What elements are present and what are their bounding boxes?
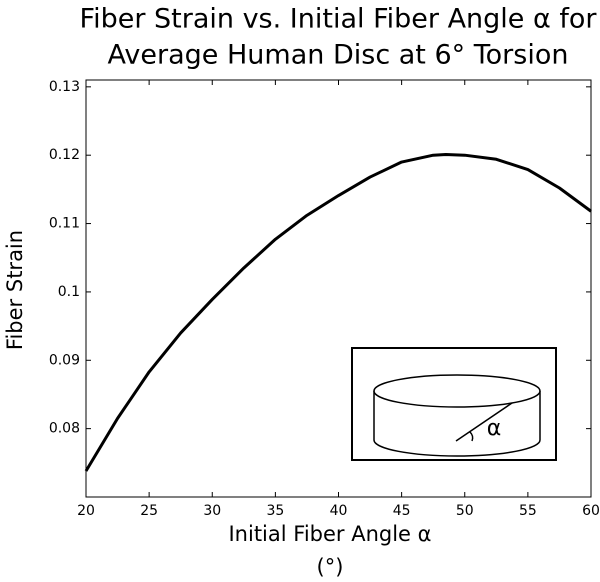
- x-tick-label: 45: [393, 503, 411, 519]
- x-axis-label: (°): [317, 555, 344, 579]
- x-axis-label: Initial Fiber Angle α: [228, 522, 431, 546]
- chart-title: Fiber Strain vs. Initial Fiber Angle α f…: [80, 4, 598, 35]
- y-tick-label: 0.13: [49, 79, 80, 95]
- cylinder-top: [373, 374, 541, 408]
- x-tick-label: 25: [140, 503, 158, 519]
- y-tick-label: 0.12: [49, 147, 80, 163]
- angle-arc: [469, 431, 474, 442]
- x-tick-label: 60: [582, 503, 600, 519]
- y-tick-label: 0.09: [49, 352, 80, 368]
- inset-label: α: [487, 416, 502, 441]
- x-tick-label: 20: [77, 503, 95, 519]
- y-axis-label: Fiber Strain: [3, 230, 27, 350]
- x-tick-label: 35: [266, 503, 284, 519]
- cylinder-side: [373, 391, 541, 457]
- chart-title: Average Human Disc at 6° Torsion: [108, 40, 569, 71]
- x-tick-label: 40: [330, 503, 348, 519]
- x-tick-label: 55: [519, 503, 537, 519]
- y-tick-label: 0.08: [49, 421, 80, 437]
- y-tick-label: 0.1: [58, 284, 80, 300]
- line-series: [84, 153, 592, 472]
- y-tick-label: 0.11: [49, 216, 80, 232]
- x-tick-label: 50: [456, 503, 474, 519]
- fiber-line: [455, 402, 513, 442]
- inset: α: [351, 347, 557, 461]
- x-tick-label: 30: [203, 503, 221, 519]
